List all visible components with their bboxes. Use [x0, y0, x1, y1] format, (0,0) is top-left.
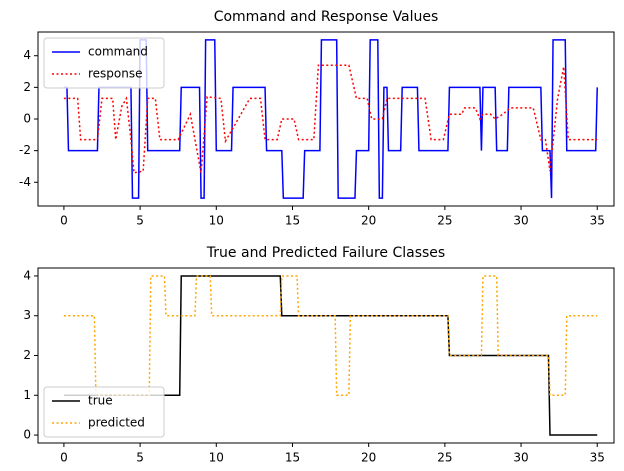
y-tick-label: 0 [23, 112, 31, 126]
x-tick-label: 5 [136, 214, 144, 228]
x-tick-label: 25 [437, 451, 452, 465]
x-tick-label: 25 [437, 214, 452, 228]
plot-frame [37, 31, 615, 207]
y-tick-label: 2 [23, 348, 31, 362]
x-tick-label: 0 [60, 214, 68, 228]
x-tick-label: 10 [209, 214, 224, 228]
chart-title: Command and Response Values [214, 9, 439, 25]
x-tick-label: 20 [361, 214, 376, 228]
legend-box [43, 37, 165, 89]
legend-label: predicted [88, 416, 145, 430]
legend-label: command [88, 45, 148, 59]
y-tick-label: -4 [19, 175, 31, 189]
y-tick-label: 1 [23, 388, 31, 402]
legend: command response [43, 37, 165, 89]
x-tick-label: 15 [285, 451, 300, 465]
y-tick-label: 4 [23, 48, 31, 62]
legend-box [43, 386, 165, 438]
x-tick-label: 35 [590, 214, 605, 228]
chart-title: True and Predicted Failure Classes [206, 245, 445, 261]
x-tick-label: 0 [60, 451, 68, 465]
data-line [63, 275, 598, 436]
legend-label: true [88, 394, 113, 408]
x-tick-label: 35 [590, 451, 605, 465]
y-tick-label: 4 [23, 268, 31, 282]
plot-frame [37, 267, 615, 444]
x-tick-label: 10 [209, 451, 224, 465]
data-line [63, 275, 598, 397]
y-tick-label: 2 [23, 80, 31, 94]
data-line [63, 39, 598, 199]
y-tick-label: -2 [19, 143, 31, 157]
legend-label: response [88, 67, 143, 81]
y-tick-label: 0 [23, 428, 31, 442]
y-tick-label: 3 [23, 308, 31, 322]
x-tick-label: 30 [513, 451, 528, 465]
x-tick-label: 15 [285, 214, 300, 228]
x-tick-label: 30 [513, 214, 528, 228]
x-tick-label: 5 [136, 451, 144, 465]
x-tick-label: 20 [361, 451, 376, 465]
data-line [63, 64, 598, 174]
legend: true predicted [43, 386, 165, 438]
